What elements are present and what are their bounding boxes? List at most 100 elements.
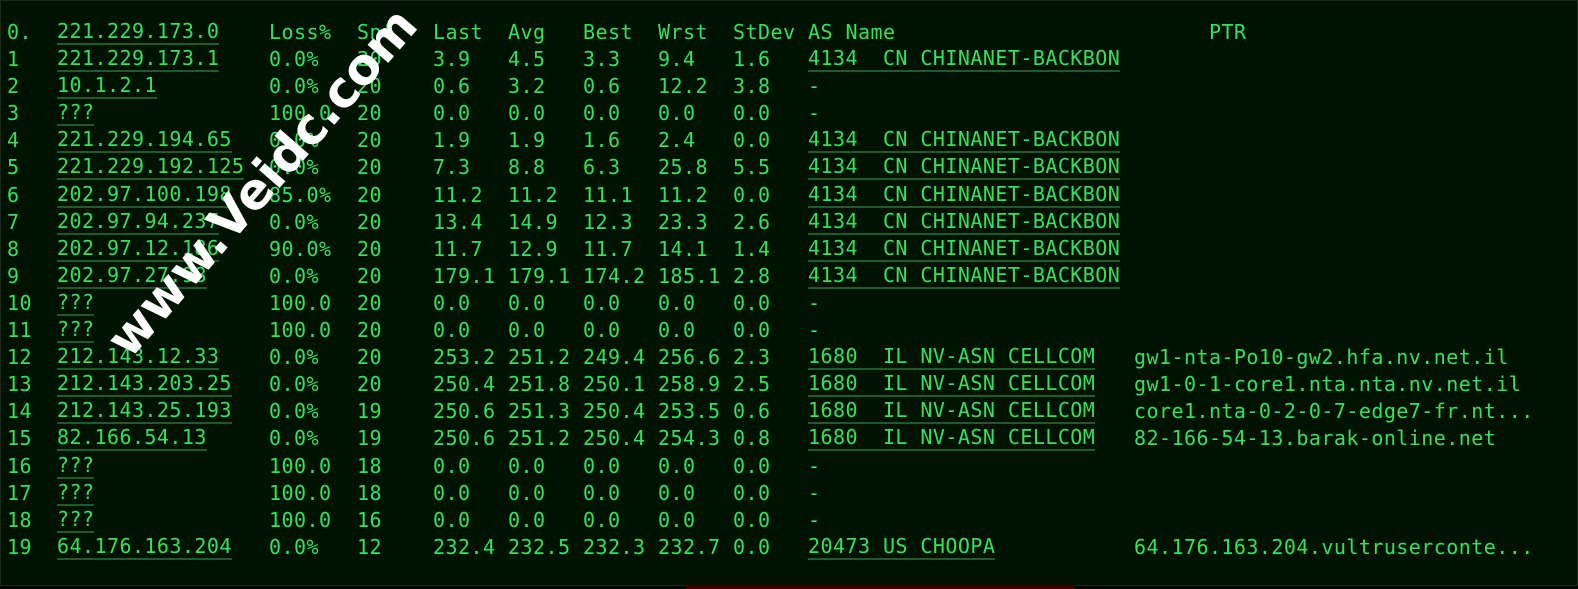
cell-idx: 12 <box>7 345 32 370</box>
cell-as[interactable]: 4134 CN CHINANET-BACKBON <box>808 208 1121 235</box>
table-row: 6 202.97.100.198 85.0% 20 11.2 11.2 11.1 11.2 0.… <box>1 182 1571 209</box>
cell-host[interactable]: 202.97.94.237 <box>57 208 220 235</box>
cell-idx: 8 <box>7 236 20 261</box>
cell-loss: 0.0% <box>269 534 319 559</box>
cell-wrst: 185.1 <box>658 263 721 288</box>
cell-host[interactable]: ??? <box>57 506 95 533</box>
cell-idx: 2 <box>7 74 20 99</box>
cell-as[interactable]: 1680 IL NV-ASN CELLCOM <box>808 371 1096 398</box>
cell-stdev: 2.3 <box>733 345 771 370</box>
cell-snt: 18 <box>357 480 382 505</box>
cell-last: 0.0 <box>433 480 471 505</box>
cell-idx: 9 <box>7 263 20 288</box>
cell-best: 174.2 <box>583 263 646 288</box>
cell-snt: 20 <box>357 155 382 180</box>
cell-wrst: 14.1 <box>658 236 708 261</box>
cell-as[interactable]: 4134 CN CHINANET-BACKBON <box>808 154 1121 181</box>
cell-as[interactable]: 4134 CN CHINANET-BACKBON <box>808 127 1121 154</box>
cell-wrst: 254.3 <box>658 426 721 451</box>
cell-host[interactable]: 64.176.163.204 <box>57 533 232 560</box>
cell-host[interactable]: ??? <box>57 317 95 343</box>
cell-as[interactable]: 1680 IL NV-ASN CELLCOM <box>808 398 1096 425</box>
cell-best: 0.0 <box>583 453 621 478</box>
cell-stdev: 0.0 <box>733 128 771 153</box>
cell-as: - <box>808 480 821 505</box>
cell-stdev: 0.6 <box>733 399 771 424</box>
cell-loss: 0.0% <box>269 155 319 180</box>
cell-last: 0.0 <box>433 507 471 532</box>
column-header-snt: Snt <box>357 20 395 44</box>
table-header: 0. 221.229.173.0 Loss% Snt Last Avg Best Wrst St… <box>1 19 1571 46</box>
cell-avg: 0.0 <box>508 453 546 478</box>
cell-host[interactable]: 202.97.12.186 <box>57 235 220 262</box>
cell-avg: 3.2 <box>508 74 546 99</box>
cell-host[interactable]: 212.143.25.193 <box>57 398 232 425</box>
cell-host[interactable]: ??? <box>57 289 95 316</box>
cell-avg: 8.8 <box>508 155 546 180</box>
cell-best: 0.0 <box>583 101 621 126</box>
table-row: 15 82.166.54.13 0.0% 19 250.6 251.2 250.4 254.3… <box>1 425 1571 452</box>
cell-loss: 100.0 <box>269 318 332 342</box>
cell-as: - <box>808 290 821 315</box>
table-row: 5 221.229.192.125 0.0% 20 7.3 8.8 6.3 25.8 5.5 41… <box>1 154 1571 181</box>
cell-host[interactable]: 202.97.27.98 <box>57 262 207 289</box>
cell-snt: 20 <box>357 345 382 370</box>
cell-host[interactable]: 221.229.173.0 <box>57 19 220 45</box>
cell-as[interactable]: 20473 US CHOOPA <box>808 533 996 560</box>
cell-host[interactable]: 82.166.54.13 <box>57 425 207 452</box>
cell-as[interactable]: 4134 CN CHINANET-BACKBON <box>808 262 1121 289</box>
cell-snt: 20 <box>357 182 382 207</box>
cell-wrst: 258.9 <box>658 372 721 397</box>
cell-as[interactable]: 4134 CN CHINANET-BACKBON <box>808 46 1121 72</box>
cell-host[interactable]: 212.143.12.33 <box>57 344 220 371</box>
cell-loss: 0.0% <box>269 47 319 71</box>
cell-host[interactable]: 212.143.203.25 <box>57 371 232 398</box>
column-header-stdev: StDev <box>733 20 796 44</box>
cell-host[interactable]: ??? <box>57 479 95 506</box>
table-row: 10??? 100.0 20 0.0 0.0 0.0 0.0 0.0 - <box>1 290 1571 317</box>
cell-idx: 0. <box>7 20 32 44</box>
cell-stdev: 2.6 <box>733 209 771 234</box>
cell-loss: 0.0% <box>269 372 319 397</box>
cell-stdev: 1.4 <box>733 236 771 261</box>
table-row: 11??? 100.0 20 0.0 0.0 0.0 0.0 0.0 - <box>1 317 1571 344</box>
cell-avg: 0.0 <box>508 507 546 532</box>
table-row: 9 202.97.27.98 0.0% 20 179.1 179.1 174.2 185.1 2… <box>1 263 1571 290</box>
cell-host[interactable]: ??? <box>57 100 95 127</box>
cell-loss: 85.0% <box>269 182 332 207</box>
cell-as[interactable]: 1680 IL NV-ASN CELLCOM <box>808 425 1096 452</box>
cell-idx: 19 <box>7 534 32 559</box>
cell-as[interactable]: 1680 IL NV-ASN CELLCOM <box>808 344 1096 371</box>
cell-as[interactable]: 4134 CN CHINANET-BACKBON <box>808 235 1121 262</box>
table-row: 19 64.176.163.204 0.0% 12 232.4 232.5 232.3 232… <box>1 534 1571 561</box>
cell-last: 1.9 <box>433 128 471 153</box>
cell-host[interactable]: 221.229.173.1 <box>57 46 220 72</box>
cell-ptr: 82-166-54-13.barak-online.net <box>1134 426 1497 451</box>
cell-avg: 232.5 <box>508 534 571 559</box>
cell-avg: 0.0 <box>508 101 546 126</box>
cell-stdev: 0.0 <box>733 290 771 315</box>
cell-avg: 0.0 <box>508 480 546 505</box>
cell-wrst: 256.6 <box>658 345 721 370</box>
cell-idx: 5 <box>7 155 20 180</box>
cell-as: - <box>808 101 821 126</box>
cell-host[interactable]: ??? <box>57 452 95 479</box>
cell-host[interactable]: 202.97.100.198 <box>57 181 232 208</box>
cell-host[interactable]: 221.229.192.125 <box>57 154 245 181</box>
cell-avg: 251.2 <box>508 426 571 451</box>
cell-stdev: 2.8 <box>733 263 771 288</box>
cell-as: - <box>808 318 821 342</box>
table-row: 7 202.97.94.237 0.0% 20 13.4 14.9 12.3 23.3 2.6 4… <box>1 209 1571 236</box>
column-header-loss: Loss% <box>269 20 332 44</box>
cell-host[interactable]: 221.229.194.65 <box>57 127 232 154</box>
table-row: 4 221.229.194.65 0.0% 20 1.9 1.9 1.6 2.4 0.0 4134… <box>1 127 1571 154</box>
cell-idx: 3 <box>7 101 20 126</box>
cell-host[interactable]: 10.1.2.1 <box>57 73 157 100</box>
cell-snt: 20 <box>357 318 382 342</box>
cell-snt: 20 <box>357 209 382 234</box>
cell-loss: 0.0% <box>269 399 319 424</box>
cell-last: 250.6 <box>433 399 496 424</box>
cell-wrst: 12.2 <box>658 74 708 99</box>
cell-avg: 251.3 <box>508 399 571 424</box>
cell-as[interactable]: 4134 CN CHINANET-BACKBON <box>808 181 1121 208</box>
